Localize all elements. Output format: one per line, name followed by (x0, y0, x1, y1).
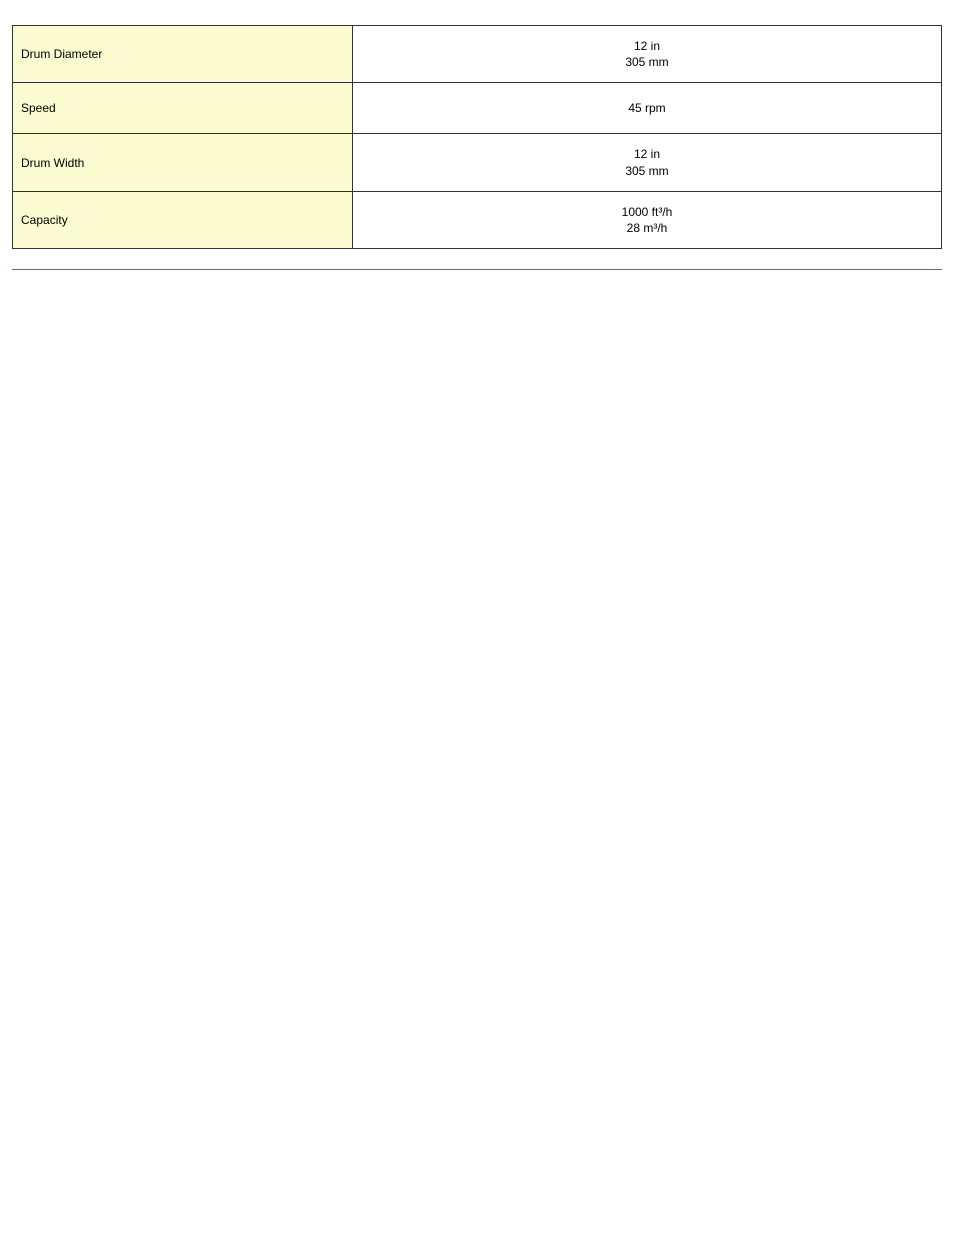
table-row: Drum Width 12 in 305 mm (13, 134, 942, 191)
spec-label: Drum Diameter (13, 26, 353, 83)
spec-value: 45 rpm (353, 83, 942, 134)
spec-label: Speed (13, 83, 353, 134)
spec-value: 1000 ft³/h 28 m³/h (353, 191, 942, 248)
table-row: Capacity 1000 ft³/h 28 m³/h (13, 191, 942, 248)
section-separator (12, 269, 942, 270)
spec-value-line: 305 mm (361, 163, 933, 179)
spec-label: Drum Width (13, 134, 353, 191)
table-row: Drum Diameter 12 in 305 mm (13, 26, 942, 83)
spec-label: Capacity (13, 191, 353, 248)
table-row: Speed 45 rpm (13, 83, 942, 134)
spec-value: 12 in 305 mm (353, 134, 942, 191)
spec-value-line: 12 in (361, 38, 933, 54)
spec-value-line: 305 mm (361, 54, 933, 70)
spec-value-line: 12 in (361, 146, 933, 162)
specifications-table: Drum Diameter 12 in 305 mm Speed 45 rpm … (12, 25, 942, 249)
spec-value-line: 28 m³/h (361, 220, 933, 236)
spec-value-line: 45 rpm (361, 100, 933, 116)
spec-value-line: 1000 ft³/h (361, 204, 933, 220)
spec-value: 12 in 305 mm (353, 26, 942, 83)
specifications-tbody: Drum Diameter 12 in 305 mm Speed 45 rpm … (13, 26, 942, 249)
